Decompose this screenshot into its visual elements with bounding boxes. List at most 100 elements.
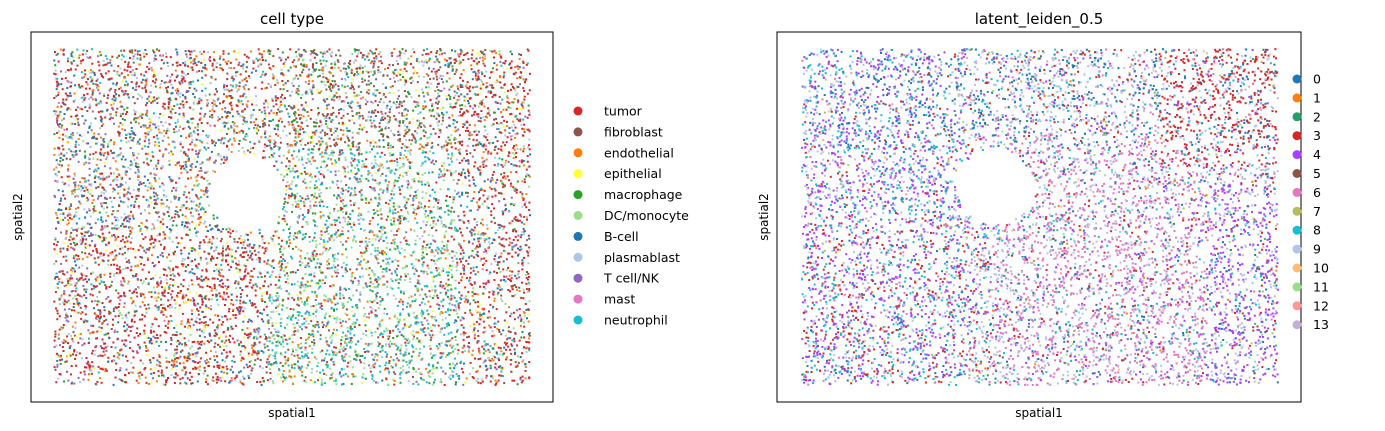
point xyxy=(315,246,318,248)
point xyxy=(181,257,184,260)
point xyxy=(352,88,355,91)
point xyxy=(182,278,185,281)
point xyxy=(436,102,439,105)
point xyxy=(81,226,84,229)
point xyxy=(351,373,354,376)
point xyxy=(529,153,531,156)
point xyxy=(286,272,288,275)
point xyxy=(162,102,165,105)
point xyxy=(85,362,88,365)
point xyxy=(339,297,342,300)
point xyxy=(410,82,413,84)
point xyxy=(80,312,82,315)
point xyxy=(150,291,153,294)
point xyxy=(139,58,142,61)
point xyxy=(467,168,469,171)
point xyxy=(436,246,439,249)
point xyxy=(184,345,187,348)
point xyxy=(117,235,120,238)
point xyxy=(189,211,192,214)
point xyxy=(153,51,156,54)
point xyxy=(480,110,483,112)
point xyxy=(508,348,511,351)
point xyxy=(485,224,488,227)
point xyxy=(130,81,133,84)
point xyxy=(170,150,173,153)
point xyxy=(221,368,224,370)
point xyxy=(403,154,406,157)
point xyxy=(407,109,409,112)
point xyxy=(75,303,78,306)
point xyxy=(78,143,80,146)
point xyxy=(89,193,92,195)
point xyxy=(74,242,77,245)
point xyxy=(399,352,402,355)
point xyxy=(349,59,352,62)
point xyxy=(121,183,124,186)
point xyxy=(342,320,344,323)
point xyxy=(152,377,154,380)
point xyxy=(199,112,202,115)
point xyxy=(496,102,499,105)
point xyxy=(384,127,387,130)
point xyxy=(405,174,408,176)
point xyxy=(206,102,209,105)
point xyxy=(270,273,273,276)
point xyxy=(426,144,429,146)
point xyxy=(167,292,170,295)
point xyxy=(382,83,385,85)
point xyxy=(357,353,360,356)
point xyxy=(528,341,531,344)
point xyxy=(422,328,425,331)
point xyxy=(168,163,171,166)
point xyxy=(285,242,288,245)
point xyxy=(437,113,440,116)
point xyxy=(344,353,347,356)
point xyxy=(473,70,476,73)
point xyxy=(514,132,517,135)
point xyxy=(519,191,522,194)
point xyxy=(205,189,207,192)
point xyxy=(71,325,74,328)
point xyxy=(170,92,173,95)
point xyxy=(256,337,258,340)
point xyxy=(523,101,525,104)
point xyxy=(219,295,222,298)
point xyxy=(375,78,378,81)
point xyxy=(83,76,85,79)
point xyxy=(349,332,352,335)
point xyxy=(263,121,266,124)
point xyxy=(271,322,274,325)
point xyxy=(226,278,229,281)
point xyxy=(138,259,141,262)
point xyxy=(437,95,440,98)
point xyxy=(277,340,280,343)
point xyxy=(220,370,223,373)
point xyxy=(510,138,513,141)
point xyxy=(367,173,370,176)
point xyxy=(131,302,134,305)
point xyxy=(123,68,126,71)
point xyxy=(308,313,311,316)
point xyxy=(95,169,98,172)
point xyxy=(475,320,478,323)
point xyxy=(416,119,419,122)
point xyxy=(99,115,102,118)
point xyxy=(468,255,471,258)
point xyxy=(145,126,148,129)
point xyxy=(298,311,301,314)
point xyxy=(79,240,82,242)
point xyxy=(501,165,504,168)
point xyxy=(339,69,342,72)
point xyxy=(506,321,509,323)
point xyxy=(300,300,303,303)
point xyxy=(451,65,454,68)
point xyxy=(397,211,400,213)
point xyxy=(171,153,174,156)
point xyxy=(430,161,433,164)
point xyxy=(381,116,384,119)
point xyxy=(297,77,300,80)
point xyxy=(92,211,95,214)
point xyxy=(204,321,207,324)
point xyxy=(308,345,311,347)
